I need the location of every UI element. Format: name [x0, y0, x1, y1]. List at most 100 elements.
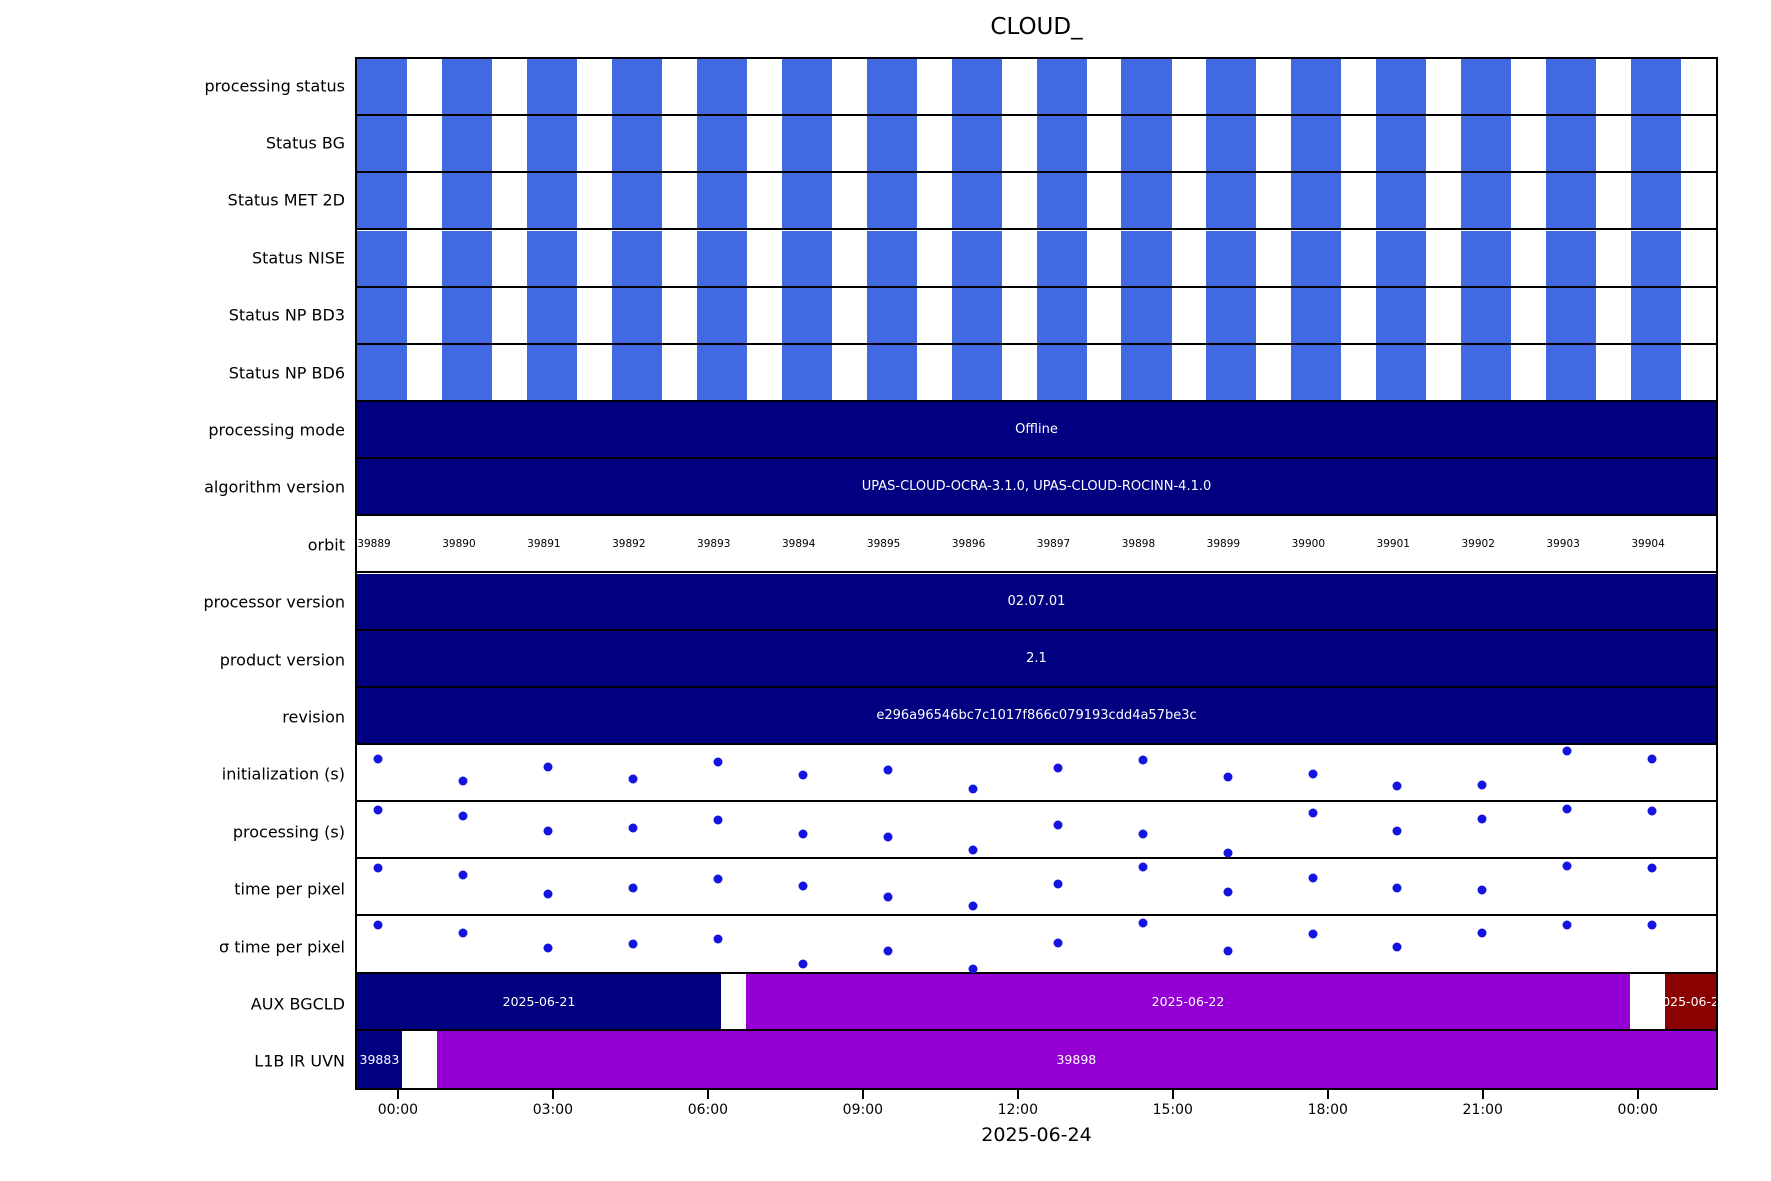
tick-mark [1171, 1090, 1174, 1099]
data-point [373, 805, 383, 815]
tick-mark [396, 1090, 399, 1099]
row-l1b-ir-uvn: 39883 39898 [357, 1030, 1716, 1088]
status-stripe [1546, 173, 1597, 229]
row-label-processing-s: processing (s) [232, 822, 345, 842]
orbit-number: 39890 [442, 537, 476, 550]
orbit-number: 39902 [1461, 537, 1495, 550]
value-bar-text: UPAS-CLOUD-OCRA-3.1.0, UPAS-CLOUD-ROCINN… [861, 479, 1212, 495]
data-point [1392, 781, 1402, 791]
value-bar: UPAS-CLOUD-OCRA-3.1.0, UPAS-CLOUD-ROCINN… [357, 459, 1716, 515]
data-point [543, 826, 553, 836]
data-point [1647, 754, 1657, 764]
status-stripe [611, 116, 662, 172]
status-stripe [951, 59, 1002, 115]
status-stripe [781, 230, 832, 286]
data-point [628, 939, 638, 949]
status-stripe [1376, 287, 1427, 343]
status-stripe [611, 173, 662, 229]
orbit-number: 39895 [866, 537, 901, 550]
status-stripe [1631, 230, 1682, 286]
orbit-number: 39900 [1291, 537, 1325, 550]
status-stripe [1206, 173, 1257, 229]
data-point [1138, 918, 1148, 928]
orbit-number: 39897 [1036, 537, 1071, 550]
status-stripe [357, 173, 408, 229]
row-label-orbit: orbit [307, 535, 345, 555]
status-stripe [1036, 344, 1087, 400]
status-stripe [441, 173, 493, 229]
orbit-number: 39899 [1206, 537, 1241, 550]
status-stripe [1631, 287, 1682, 343]
tick-label: 21:00 [1462, 1102, 1503, 1118]
status-stripe [611, 344, 662, 400]
bar-segment: 39883 [357, 1030, 402, 1088]
row-label-processing-status: processing status [204, 76, 345, 96]
row-status-met-2d [357, 173, 1716, 231]
data-point [373, 754, 383, 764]
row-label-processor-version: processor version [203, 592, 345, 612]
row-status-np-bd6 [357, 344, 1716, 402]
data-point [543, 889, 553, 899]
status-stripe [1291, 173, 1342, 229]
status-stripe [781, 344, 832, 400]
data-point [1053, 938, 1063, 948]
status-stripe [951, 287, 1002, 343]
row-label-sigma-time-per-pixel: σ time per pixel [219, 937, 345, 957]
data-point [1138, 862, 1148, 872]
data-point [1053, 820, 1063, 830]
row-orbit: 39889 39890 39891 39892 39893 39894 39895 39896… [357, 516, 1716, 574]
data-point [1647, 806, 1657, 816]
status-stripe [1206, 287, 1257, 343]
status-stripe [526, 173, 577, 229]
tick-label: 03:00 [532, 1102, 574, 1118]
row-status-bg [357, 116, 1716, 174]
status-stripe [357, 116, 408, 172]
orbit-number: 39903 [1546, 537, 1580, 550]
data-point [1562, 920, 1572, 930]
data-point [1138, 829, 1148, 839]
row-initialization-s [357, 745, 1716, 803]
x-axis-label: 2025-06-24 [981, 1124, 1092, 1146]
data-point [713, 815, 723, 825]
row-label-status-np-bd3: Status NP BD3 [228, 305, 345, 325]
data-point [543, 943, 553, 953]
status-stripe [1121, 287, 1172, 343]
row-processing-status [357, 59, 1716, 117]
data-point [1223, 848, 1233, 858]
data-point [1392, 942, 1402, 952]
orbit-number: 39893 [697, 537, 731, 550]
status-stripe [1036, 173, 1087, 229]
data-point [628, 823, 638, 833]
status-stripe [866, 173, 917, 229]
data-point [798, 829, 808, 839]
bar-segment-text: 2025-06-22 [1151, 993, 1225, 1009]
bar-segment: 2025-06-22 [745, 973, 1631, 1029]
status-stripe [441, 59, 493, 115]
orbit-number: 39894 [781, 537, 816, 550]
status-stripe [781, 59, 832, 115]
tick-mark [1326, 1090, 1329, 1099]
status-stripe [1036, 287, 1087, 343]
status-stripe [357, 287, 408, 343]
data-point [1477, 814, 1487, 824]
bar-segment: 2025-06-21 [357, 973, 721, 1029]
data-point [883, 892, 893, 902]
tick-mark [1481, 1090, 1484, 1099]
status-stripe [866, 230, 917, 286]
row-processing-s [357, 802, 1716, 860]
status-stripe [441, 230, 493, 286]
status-stripe [1291, 59, 1342, 115]
status-stripe [951, 230, 1002, 286]
status-stripe [781, 287, 832, 343]
data-point [1308, 769, 1318, 779]
data-point [1308, 929, 1318, 939]
status-stripe [611, 230, 662, 286]
row-status-nise [357, 230, 1716, 288]
tick-mark [1016, 1090, 1019, 1099]
tick-label: 00:00 [1617, 1102, 1658, 1118]
orbit-number: 39891 [527, 537, 561, 550]
status-stripe [441, 287, 493, 343]
data-point [1647, 863, 1657, 873]
status-stripe [1376, 173, 1427, 229]
row-revision: e296a96546bc7c1017f866c079193cdd4a57be3c [357, 687, 1716, 745]
